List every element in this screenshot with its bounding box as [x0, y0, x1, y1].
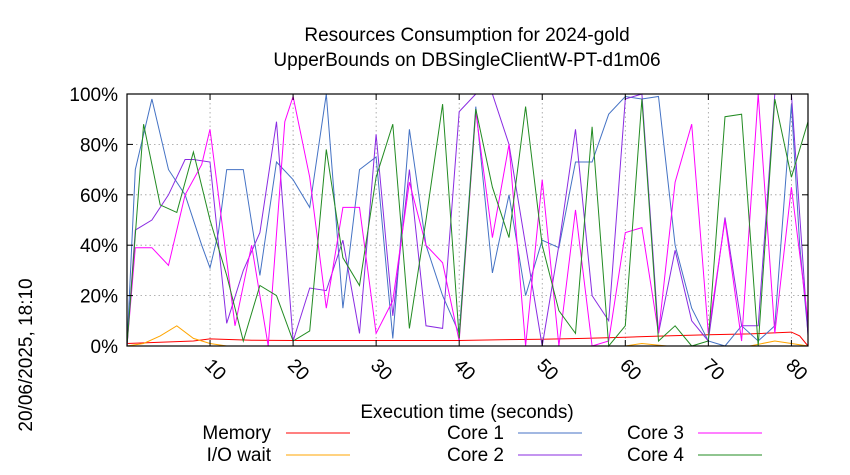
series-line-core-4: [126, 98, 809, 348]
x-axis: 10 20 30 40 50 60 70 80: [200, 94, 811, 385]
x-tick-label: 50: [532, 355, 562, 385]
chart-title: Resources Consumption for 2024-gold: [304, 25, 629, 46]
x-axis-label: Execution time (seconds): [360, 402, 573, 423]
x-tick-label: 70: [698, 355, 728, 385]
y-tick-label: 100%: [69, 85, 118, 106]
legend-label: Memory: [202, 423, 271, 444]
timestamp-label: 20/06/2025, 18:10: [16, 278, 37, 431]
legend-label: Core 1: [447, 423, 504, 444]
y-tick-label: 80%: [80, 135, 118, 156]
y-tick-label: 20%: [80, 287, 118, 308]
y-axis: 0% 20% 40% 60% 80% 100%: [69, 85, 808, 358]
x-tick-label: 10: [200, 355, 230, 385]
legend-label: Core 3: [627, 423, 684, 444]
x-tick-label: 40: [449, 355, 479, 385]
series-group: [126, 93, 809, 348]
legend-label: Core 2: [447, 445, 504, 466]
x-tick-label: 30: [366, 355, 396, 385]
y-tick-label: 40%: [80, 236, 118, 257]
x-tick-label: 80: [781, 355, 811, 385]
y-tick-label: 0%: [91, 337, 119, 358]
x-tick-label: 60: [615, 355, 645, 385]
series-line-memory: [126, 331, 809, 347]
x-tick-label: 20: [283, 355, 313, 385]
chart-subtitle: UpperBounds on DBSingleClientW-PT-d1m06: [273, 50, 660, 71]
plot-frame: [126, 93, 809, 347]
legend-label: Core 4: [627, 445, 684, 466]
y-tick-label: 60%: [80, 186, 118, 207]
series-line-core-2: [126, 93, 809, 347]
legend-label: I/O wait: [207, 445, 272, 466]
grid: [127, 94, 808, 346]
series-line-core-3: [126, 93, 809, 347]
